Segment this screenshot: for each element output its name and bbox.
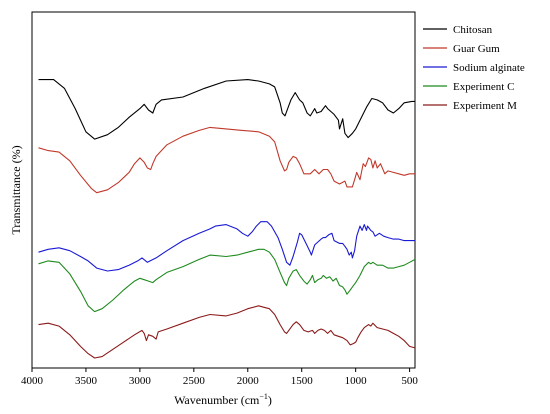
legend: Chitosan Guar Gum Sodium alginate Experimen…	[423, 24, 525, 112]
x-tick-label: 1500	[291, 375, 314, 387]
series-line-experiment-m	[38, 305, 416, 359]
x-tick-label: 1000	[345, 375, 368, 387]
x-tick-label: 2000	[237, 375, 260, 387]
series-line-guar-gum	[38, 126, 415, 194]
legend-label: Sodium alginate	[453, 62, 525, 74]
x-tick-label: 500	[401, 375, 418, 387]
x-tick-label: 3000	[129, 375, 152, 387]
x-axis-ticks: 4000 3500 3000 2500 2000 1500 1000 500	[21, 368, 418, 387]
series-line-chitosan	[38, 79, 415, 140]
legend-label: Guar Gum	[453, 43, 500, 55]
x-axis-title-superscript: −1	[259, 392, 268, 401]
plot-frame	[31, 11, 416, 369]
legend-label: Experiment M	[453, 100, 517, 112]
series-line-sodium-alginate	[38, 221, 415, 272]
series-group	[38, 79, 416, 359]
x-tick-label: 3500	[75, 375, 98, 387]
y-axis-title: Transmittance (%)	[9, 145, 23, 234]
series-line-experiment-c	[38, 248, 416, 313]
x-tick-label: 4000	[21, 375, 44, 387]
legend-label: Chitosan	[453, 24, 493, 36]
x-axis-title: Wavenumber (cm−1)	[174, 392, 272, 407]
legend-label: Experiment C	[453, 81, 514, 93]
x-tick-label: 2500	[183, 375, 206, 387]
